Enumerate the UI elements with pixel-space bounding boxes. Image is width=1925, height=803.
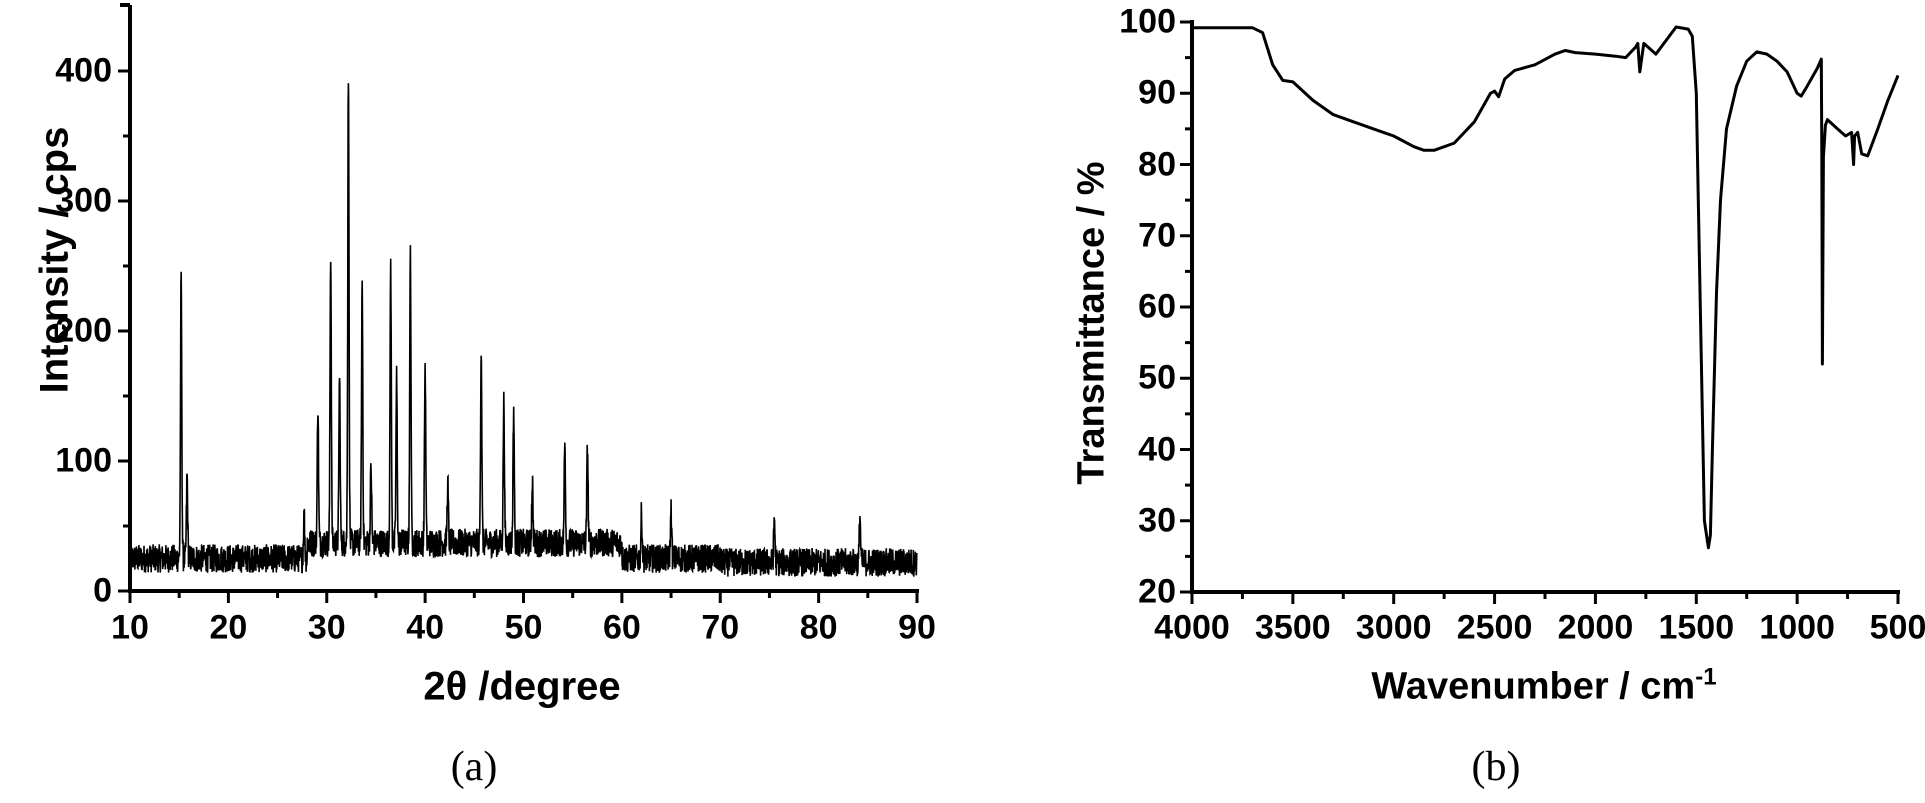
y-tick-label: 90 (1138, 73, 1176, 112)
xrd-plot (118, 3, 919, 603)
xrd-trace (129, 83, 918, 577)
y-tick-label: 400 (55, 51, 112, 90)
x-tick-label: 3000 (1355, 608, 1432, 647)
x-tick-label: 60 (602, 608, 641, 647)
y-tick-label: 60 (1138, 287, 1176, 326)
y-tick-label: 0 (93, 571, 112, 610)
y-tick-label: 50 (1138, 358, 1176, 397)
x-tick-label: 4000 (1154, 608, 1230, 647)
x-tick-label: 10 (111, 608, 149, 647)
y-tick-label: 100 (1119, 2, 1176, 41)
x-axis-title-a: 2θ /degree (423, 664, 621, 709)
y-tick-label: 40 (1138, 430, 1176, 468)
x-axis-title-b-sup: -1 (1695, 663, 1717, 691)
x-tick-label: 20 (209, 608, 248, 647)
y-tick-label: 200 (55, 311, 112, 350)
x-tick-label: 50 (504, 608, 543, 647)
x-tick-label: 1000 (1759, 608, 1835, 647)
x-tick-label: 1500 (1658, 608, 1735, 647)
y-tick-label: 70 (1138, 216, 1176, 255)
y-tick-label: 20 (1138, 572, 1176, 611)
y-tick-label: 300 (55, 181, 112, 220)
x-tick-label: 30 (307, 608, 346, 647)
x-tick-label: 2500 (1456, 608, 1533, 647)
y-tick-label: 100 (55, 441, 112, 480)
x-axis-title-b-text: Wavenumber / cm (1371, 665, 1696, 708)
x-tick-label: 40 (406, 608, 445, 647)
x-tick-label: 500 (1869, 608, 1925, 647)
x-tick-label: 2000 (1557, 608, 1634, 647)
panel-a-xrd: Intensity / cps 2θ /degree 10 20 30 40 50 60 7… (0, 0, 960, 803)
x-axis-title-b: Wavenumber / cm-1 (1371, 664, 1716, 709)
x-tick-label: 3500 (1255, 608, 1331, 647)
x-tick-label: 80 (799, 608, 838, 647)
panel-label-a: (a) (450, 744, 498, 790)
x-tick-label: 70 (701, 608, 740, 647)
y-tick-label: 30 (1138, 501, 1176, 540)
y-axis-title-b: Transmittance / % (1070, 161, 1113, 485)
y-tick-label: 80 (1138, 145, 1176, 183)
ftir-trace (1192, 25, 1900, 550)
panel-label-b: (b) (1471, 744, 1521, 790)
x-tick-label: 90 (898, 608, 936, 647)
